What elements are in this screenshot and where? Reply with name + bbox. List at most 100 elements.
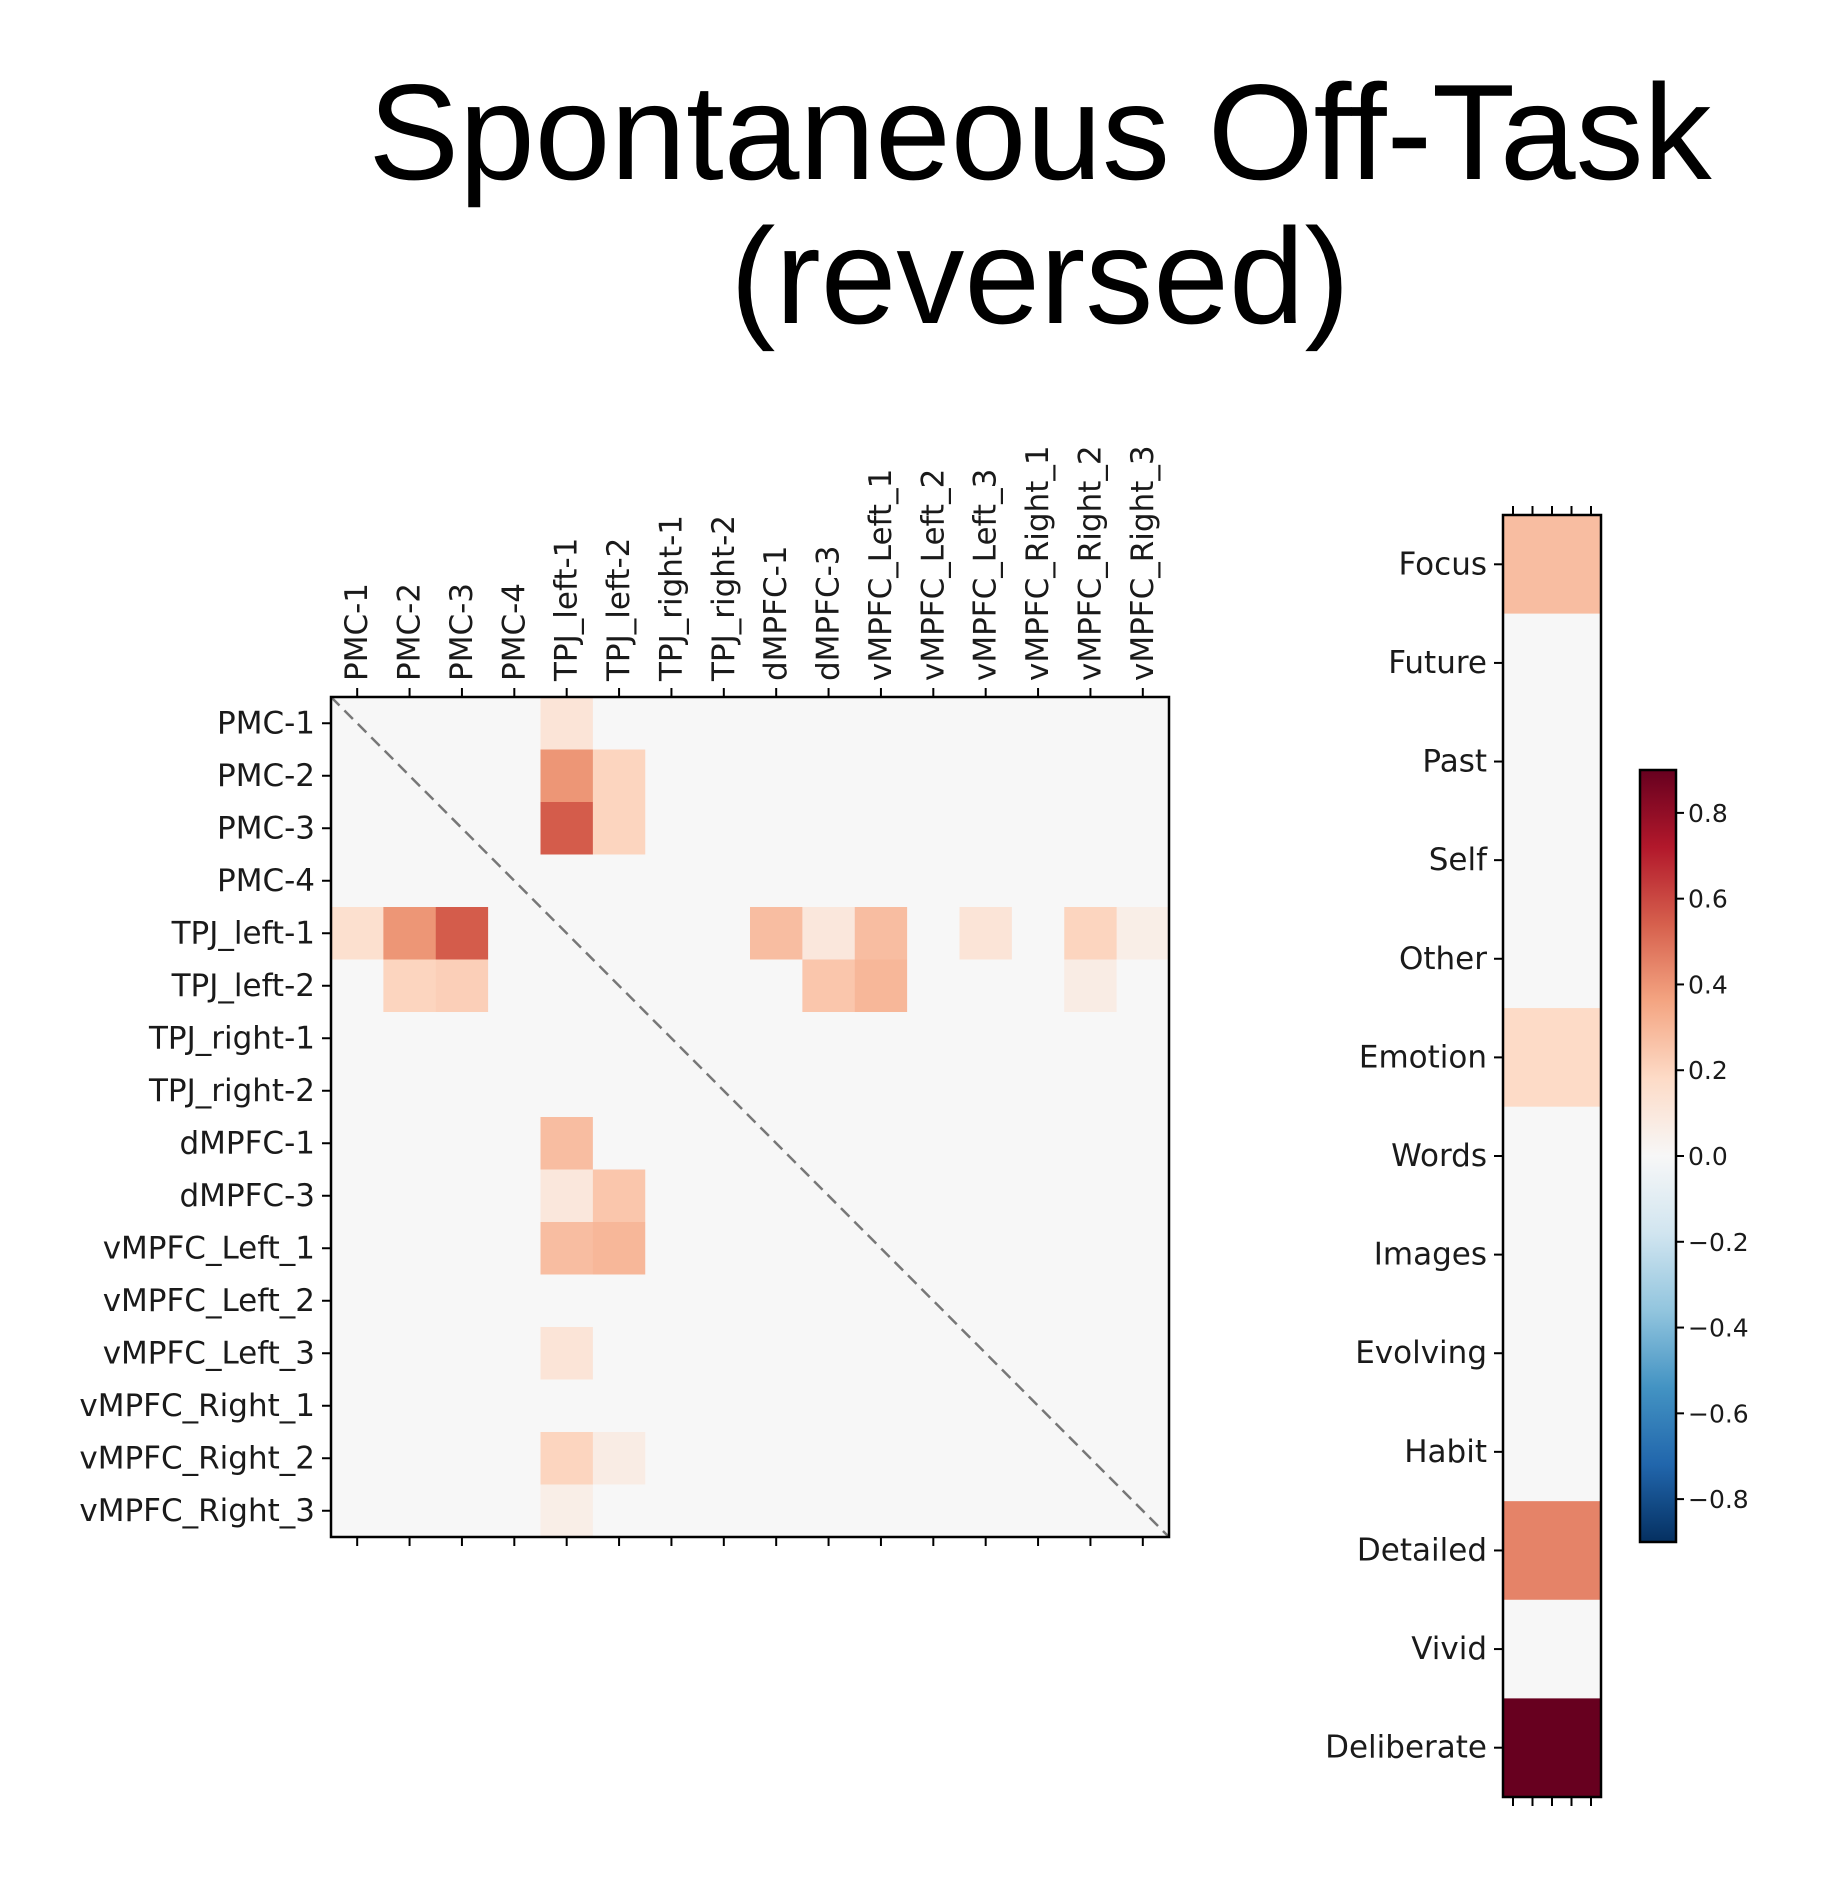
- colorbar-tick-label: 0.2: [1688, 1056, 1728, 1085]
- matrix-cell: [488, 697, 542, 751]
- matrix-cell: [854, 1379, 908, 1433]
- matrix-cell: [592, 1432, 646, 1486]
- matrix-cell: [592, 802, 646, 856]
- matrix-cell: [1064, 1379, 1118, 1433]
- column-label: vMPFC_Right_3: [1125, 445, 1161, 681]
- matrix-cell: [1064, 802, 1118, 856]
- matrix-cell: [435, 697, 489, 751]
- matrix-cell: [1116, 1327, 1170, 1381]
- matrix-cell: [331, 749, 384, 803]
- matrix-cell: [750, 1432, 803, 1486]
- matrix-cell: [1064, 854, 1118, 908]
- matrix-cell: [645, 1169, 699, 1223]
- matrix-cell: [854, 907, 908, 961]
- matrix-cell: [802, 802, 856, 856]
- matrix-cell: [959, 907, 1013, 961]
- column-label: PMC-2: [392, 583, 428, 681]
- column-label: vMPFC_Left_2: [915, 469, 951, 681]
- matrix-cell: [488, 1064, 542, 1118]
- matrix-cell: [645, 802, 699, 856]
- matrix-cell: [1116, 854, 1170, 908]
- matrix-cell: [1116, 1432, 1170, 1486]
- matrix-cell: [1116, 1274, 1170, 1328]
- colorbar-tick-label: −0.4: [1688, 1314, 1749, 1343]
- matrix-cell: [435, 1327, 489, 1381]
- row-label: vMPFC_Left_1: [103, 1230, 315, 1266]
- matrix-cell: [959, 1064, 1013, 1118]
- matrix-cell: [802, 1117, 856, 1171]
- matrix-cell: [435, 854, 489, 908]
- matrix-cell: [854, 802, 908, 856]
- matrix-cell: [488, 1432, 542, 1486]
- matrix-cell: [1011, 802, 1065, 856]
- row-label: vMPFC_Right_2: [79, 1440, 315, 1476]
- matrix-cell: [854, 1064, 908, 1118]
- matrix-cell: [750, 907, 803, 961]
- matrix-cell: [907, 854, 961, 908]
- matrix-cell: [488, 749, 542, 803]
- matrix-cell: [435, 1012, 489, 1066]
- matrix-cell: [697, 1432, 751, 1486]
- matrix-cell: [645, 1117, 699, 1171]
- matrix-cell: [1064, 1064, 1118, 1118]
- matrix-cell: [645, 1064, 699, 1118]
- matrix-cell: [383, 1064, 437, 1118]
- matrix-cell: [1064, 1222, 1118, 1276]
- matrix-cell: [383, 802, 437, 856]
- matrix-cell: [697, 1117, 751, 1171]
- matrix-cell: [645, 959, 699, 1013]
- matrix-cell: [802, 854, 856, 908]
- strip-label: Evolving: [1355, 1335, 1487, 1371]
- column-label: TPJ_left-1: [549, 538, 585, 682]
- matrix-cell: [383, 854, 437, 908]
- matrix-cell: [592, 697, 646, 751]
- matrix-cell: [802, 1484, 856, 1538]
- matrix-cell: [750, 802, 803, 856]
- matrix-cell: [1116, 749, 1170, 803]
- matrix-cell: [488, 1169, 542, 1223]
- matrix-cell: [488, 959, 542, 1013]
- matrix-cell: [1116, 1169, 1170, 1223]
- matrix-cell: [435, 1432, 489, 1486]
- matrix-cell: [383, 1169, 437, 1223]
- column-label: dMPFC-3: [811, 545, 847, 681]
- matrix-cell: [645, 854, 699, 908]
- colorbar-tick-label: 0.4: [1688, 970, 1728, 999]
- matrix-cell: [697, 749, 751, 803]
- matrix-cell: [592, 1117, 646, 1171]
- matrix-cell: [488, 1327, 542, 1381]
- strip-cell: [1503, 712, 1601, 812]
- strip-label: Images: [1374, 1237, 1487, 1273]
- matrix-cell: [540, 1169, 594, 1223]
- matrix-cell: [802, 1432, 856, 1486]
- matrix-cell: [1011, 1012, 1065, 1066]
- matrix-cell: [435, 1484, 489, 1538]
- strip-cell: [1503, 1698, 1601, 1798]
- matrix-cell: [959, 1274, 1013, 1328]
- matrix-cell: [907, 1484, 961, 1538]
- matrix-cell: [383, 907, 437, 961]
- matrix-cell: [1011, 1327, 1065, 1381]
- matrix-cell: [750, 1169, 803, 1223]
- matrix-cell: [697, 1274, 751, 1328]
- row-label: PMC-4: [217, 863, 315, 899]
- matrix-cell: [959, 1432, 1013, 1486]
- matrix-cell: [540, 1117, 594, 1171]
- matrix-cell: [907, 1222, 961, 1276]
- matrix-cell: [854, 1274, 908, 1328]
- matrix-cell: [959, 959, 1013, 1013]
- matrix-cell: [1064, 1484, 1118, 1538]
- matrix-cell: [540, 1484, 594, 1538]
- column-label: TPJ_right-1: [653, 515, 689, 682]
- matrix-cell: [540, 1379, 594, 1433]
- matrix-cell: [1011, 854, 1065, 908]
- matrix-cell: [592, 1327, 646, 1381]
- matrix-cell: [488, 1274, 542, 1328]
- matrix-cell: [645, 1222, 699, 1276]
- matrix-cell: [435, 1274, 489, 1328]
- matrix-cell: [645, 1274, 699, 1328]
- matrix-cell: [1011, 1222, 1065, 1276]
- matrix-cell: [331, 1222, 384, 1276]
- matrix-cell: [802, 749, 856, 803]
